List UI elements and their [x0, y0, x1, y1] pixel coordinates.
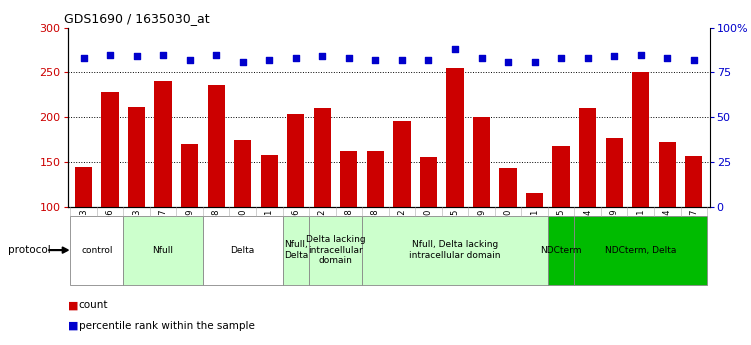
Bar: [340, 151, 357, 207]
Point: [396, 57, 408, 63]
Bar: [659, 142, 676, 207]
Point: [475, 55, 487, 61]
Text: percentile rank within the sample: percentile rank within the sample: [79, 321, 255, 331]
Text: Nfull: Nfull: [152, 246, 173, 255]
Point: [608, 53, 620, 59]
Bar: [314, 108, 331, 207]
Point: [581, 55, 593, 61]
Bar: [605, 138, 623, 207]
Bar: [526, 193, 543, 207]
Text: Nfull, Delta lacking
intracellular domain: Nfull, Delta lacking intracellular domai…: [409, 240, 501, 260]
Point: [157, 52, 169, 57]
Point: [290, 55, 302, 61]
Point: [635, 52, 647, 57]
Point: [184, 57, 196, 63]
Text: Delta lacking
intracellular
domain: Delta lacking intracellular domain: [306, 235, 366, 265]
Bar: [181, 144, 198, 207]
Bar: [579, 108, 596, 207]
Text: ■: ■: [68, 321, 78, 331]
Text: control: control: [81, 246, 113, 255]
Bar: [499, 168, 517, 207]
Bar: [446, 68, 463, 207]
Point: [529, 59, 541, 65]
Point: [449, 46, 461, 52]
Bar: [287, 114, 304, 207]
Text: Delta: Delta: [231, 246, 255, 255]
Point: [131, 53, 143, 59]
Bar: [420, 157, 437, 207]
Point: [343, 55, 355, 61]
Point: [502, 59, 514, 65]
Point: [422, 57, 434, 63]
Text: Nfull,
Delta: Nfull, Delta: [284, 240, 308, 260]
Text: ■: ■: [68, 300, 78, 310]
Bar: [685, 156, 702, 207]
Bar: [207, 85, 225, 207]
Bar: [101, 92, 119, 207]
Bar: [75, 167, 92, 207]
Bar: [155, 81, 172, 207]
Bar: [261, 155, 278, 207]
Point: [316, 53, 328, 59]
Point: [555, 55, 567, 61]
Bar: [234, 140, 252, 207]
Point: [77, 55, 89, 61]
Bar: [473, 117, 490, 207]
Text: NDCterm, Delta: NDCterm, Delta: [605, 246, 677, 255]
Point: [104, 52, 116, 57]
Text: protocol: protocol: [8, 245, 50, 255]
Text: count: count: [79, 300, 108, 310]
Bar: [128, 107, 145, 207]
Bar: [632, 72, 650, 207]
Bar: [366, 151, 384, 207]
Point: [237, 59, 249, 65]
Bar: [394, 121, 411, 207]
Bar: [553, 146, 570, 207]
Text: GDS1690 / 1635030_at: GDS1690 / 1635030_at: [65, 12, 210, 25]
Point: [661, 55, 673, 61]
Text: NDCterm: NDCterm: [541, 246, 582, 255]
Point: [688, 57, 700, 63]
Point: [264, 57, 276, 63]
Point: [210, 52, 222, 57]
Point: [369, 57, 382, 63]
